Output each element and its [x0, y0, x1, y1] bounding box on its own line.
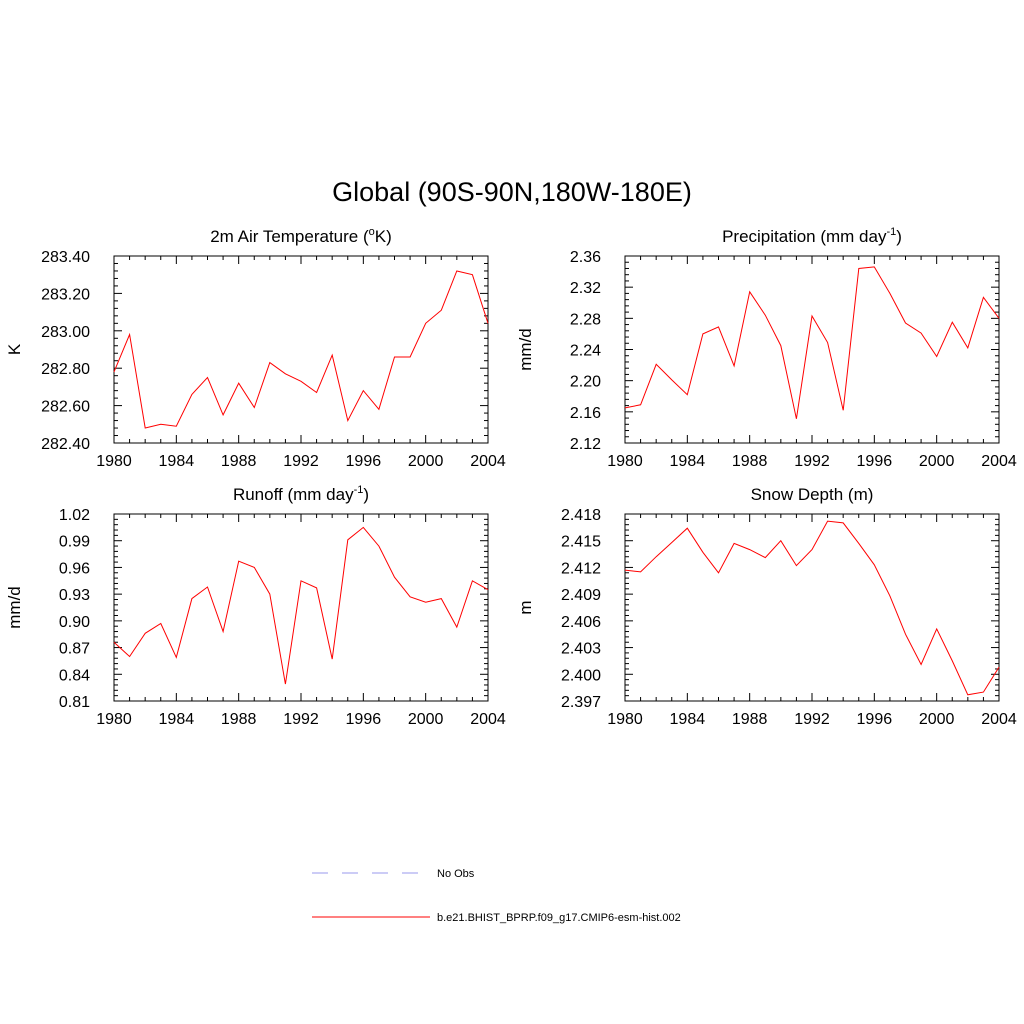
x-tick-label: 1980 — [96, 711, 132, 728]
y-tick-label: 2.397 — [561, 694, 601, 711]
y-axis-label: m — [516, 600, 535, 614]
y-tick-label: 283.00 — [41, 324, 90, 341]
x-tick-label: 2000 — [408, 453, 444, 470]
legend: No Obs b.e21.BHIST_BPRP.f09_g17.CMIP6-es… — [312, 868, 681, 924]
y-tick-label: 2.409 — [561, 587, 601, 604]
x-tick-label: 1984 — [670, 711, 706, 728]
x-tick-label: 1984 — [159, 453, 195, 470]
panel-title: Precipitation (mm day-1) — [722, 226, 902, 246]
y-tick-label: 2.412 — [561, 560, 601, 577]
x-tick-label: 1984 — [159, 711, 195, 728]
y-tick-label: 2.406 — [561, 614, 601, 631]
figure-title: Global (90S-90N,180W-180E) — [332, 177, 692, 207]
x-tick-label: 2000 — [408, 711, 444, 728]
y-tick-label: 0.96 — [59, 560, 90, 577]
panel-title: Runoff (mm day-1) — [233, 484, 369, 504]
x-tick-label: 1988 — [221, 453, 257, 470]
x-tick-label: 1980 — [96, 453, 132, 470]
y-tick-label: 0.87 — [59, 641, 90, 658]
x-tick-label: 1996 — [857, 711, 893, 728]
y-tick-label: 282.60 — [41, 399, 90, 416]
x-tick-label: 1988 — [732, 453, 768, 470]
y-tick-label: 2.415 — [561, 534, 601, 551]
x-tick-label: 1988 — [221, 711, 257, 728]
x-tick-label: 1996 — [346, 453, 382, 470]
series-line — [113, 270, 489, 429]
panel-precipitation: Precipitation (mm day-1) mm/d 1980 1984 1988… — [516, 226, 1017, 470]
y-axis-label: K — [5, 343, 24, 355]
x-tick-label: 1996 — [857, 453, 893, 470]
x-tick-label: 1980 — [607, 453, 643, 470]
x-tick-label: 2000 — [919, 711, 955, 728]
series-line — [113, 526, 489, 685]
y-axis-label: mm/d — [5, 586, 24, 629]
y-tick-label: 2.20 — [570, 374, 601, 391]
y-tick-label: 2.36 — [570, 249, 601, 266]
panel-runoff: Runoff (mm day-1) mm/d 1980 1984 1988 1992 199… — [5, 484, 506, 728]
y-tick-label: 0.81 — [59, 694, 90, 711]
panel-air-temperature: 2m Air Temperature (oK) K 1980 1984 1988 1992… — [5, 226, 506, 470]
y-tick-label: 2.12 — [570, 436, 601, 453]
panel-snow-depth: Snow Depth (m) m 1980 1984 1988 1992 1996 2000 2… — [516, 485, 1017, 728]
panel-title: 2m Air Temperature (oK) — [210, 226, 392, 246]
y-tick-label: 2.32 — [570, 280, 601, 297]
y-tick-label: 2.418 — [561, 507, 601, 524]
y-axis-label: mm/d — [516, 328, 535, 371]
y-tick-label: 283.20 — [41, 286, 90, 303]
x-tick-label: 1988 — [732, 711, 768, 728]
y-tick-label: 0.93 — [59, 587, 90, 604]
y-tick-label: 2.28 — [570, 311, 601, 328]
x-tick-label: 2000 — [919, 453, 955, 470]
y-tick-label: 0.90 — [59, 614, 90, 631]
y-tick-label: 2.403 — [561, 641, 601, 658]
x-tick-label: 2004 — [981, 711, 1017, 728]
panel-title: Snow Depth (m) — [751, 485, 874, 504]
y-tick-label: 282.40 — [41, 436, 90, 453]
y-tick-label: 0.99 — [59, 534, 90, 551]
legend-label-model: b.e21.BHIST_BPRP.f09_g17.CMIP6-esm-hist.… — [437, 912, 681, 924]
series-line — [624, 520, 1000, 696]
x-tick-label: 2004 — [470, 453, 506, 470]
x-tick-label: 2004 — [470, 711, 506, 728]
x-tick-label: 1984 — [670, 453, 706, 470]
x-tick-label: 1992 — [794, 453, 830, 470]
y-tick-label: 283.40 — [41, 249, 90, 266]
y-tick-label: 2.24 — [570, 343, 601, 360]
y-tick-label: 282.80 — [41, 361, 90, 378]
y-tick-label: 1.02 — [59, 507, 90, 524]
legend-label-no-obs: No Obs — [437, 868, 475, 880]
x-tick-label: 1980 — [607, 711, 643, 728]
y-tick-label: 2.400 — [561, 667, 601, 684]
x-tick-label: 2004 — [981, 453, 1017, 470]
x-tick-label: 1992 — [283, 453, 319, 470]
y-tick-label: 0.84 — [59, 667, 90, 684]
y-tick-label: 2.16 — [570, 405, 601, 422]
x-tick-label: 1992 — [283, 711, 319, 728]
series-line — [624, 266, 1000, 419]
x-tick-label: 1992 — [794, 711, 830, 728]
x-tick-label: 1996 — [346, 711, 382, 728]
